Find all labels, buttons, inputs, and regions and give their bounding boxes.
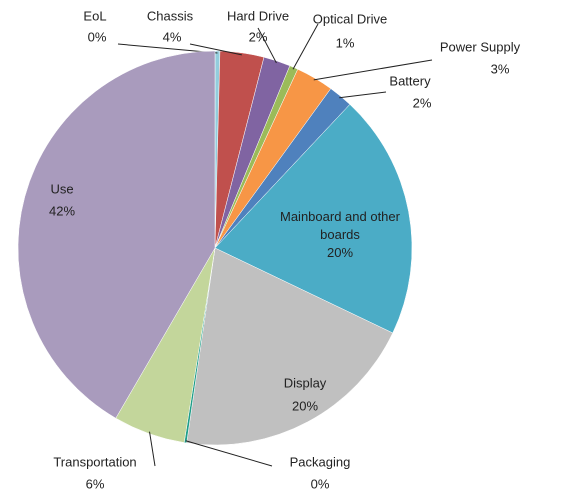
slice-percent: 3% bbox=[491, 61, 510, 76]
slice-name: Packaging bbox=[290, 454, 351, 469]
slice-name: Transportation bbox=[53, 454, 136, 469]
slice-name: Battery bbox=[389, 73, 431, 88]
pie-slice bbox=[186, 247, 394, 446]
slice-name: Display bbox=[284, 375, 327, 390]
slice-percent: 42% bbox=[49, 203, 75, 218]
leader-line bbox=[257, 27, 277, 64]
slice-name: Hard Drive bbox=[227, 8, 289, 23]
leader-line bbox=[339, 91, 387, 99]
slice-percent: 2% bbox=[413, 95, 432, 110]
slice-label: Mainboard and other boards 20% bbox=[275, 208, 405, 262]
slice-name: Optical Drive bbox=[313, 11, 387, 26]
slice-name: Chassis bbox=[147, 8, 194, 23]
pie-slice bbox=[214, 104, 413, 334]
slice-percent: 20% bbox=[292, 398, 318, 413]
slice-percent: 0% bbox=[311, 476, 330, 491]
leader-line bbox=[313, 59, 433, 81]
slice-percent: 6% bbox=[86, 476, 105, 491]
slice-name: Power Supply bbox=[440, 39, 521, 54]
slice-percent: 20% bbox=[326, 245, 354, 260]
leader-line bbox=[292, 23, 319, 70]
leader-line bbox=[189, 43, 242, 56]
slice-name: EoL bbox=[83, 8, 106, 23]
slice-percent: 2% bbox=[249, 29, 268, 44]
slice-percent: 4% bbox=[163, 29, 182, 44]
slice-percent: 1% bbox=[336, 35, 355, 50]
pie-slice bbox=[17, 50, 216, 419]
slice-percent: 0% bbox=[88, 29, 107, 44]
slice-name: Mainboard and other boards bbox=[280, 209, 400, 242]
leader-line bbox=[149, 431, 156, 467]
leader-line bbox=[185, 440, 273, 467]
slice-name: Use bbox=[50, 181, 73, 196]
